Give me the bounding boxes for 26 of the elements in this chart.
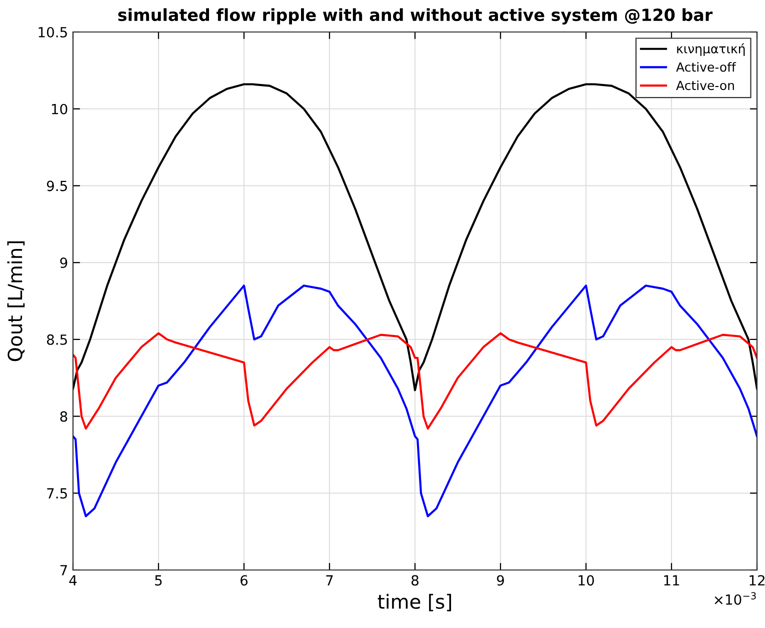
- chart-title: simulated flow ripple with and without active system @120 bar: [118, 8, 713, 24]
- line-series: [73, 284, 757, 518]
- y-tick-label: 9.5: [46, 180, 67, 192]
- x-tick-label: 10: [578, 575, 594, 586]
- y-tick-label: 10: [52, 104, 68, 114]
- x-tick-label: 8: [412, 575, 418, 586]
- x-tick-label: 4: [69, 575, 77, 586]
- x-tick-label: 9: [496, 575, 504, 586]
- legend-label: Active-off: [676, 62, 736, 72]
- y-tick-label: 8: [60, 411, 68, 422]
- y-tick-label: 8.5: [46, 334, 67, 345]
- x-tick-label: 11: [664, 575, 680, 586]
- y-tick-label: 9: [60, 258, 68, 268]
- y-tick-label: 7.5: [47, 488, 67, 499]
- text: ×10$^{−3}$: [714, 592, 756, 605]
- x-tick-label: 7: [326, 575, 333, 586]
- line-series: [73, 332, 757, 430]
- x-axis-title: time [s]: [378, 594, 452, 612]
- y-axis-title: Qout [L/min]: [7, 241, 25, 362]
- y-tick-label: 7: [60, 565, 67, 576]
- x-tick-label: 6: [240, 575, 248, 586]
- y-tick-label: 10.5: [38, 26, 67, 38]
- legend-label: κινηματική: [677, 43, 745, 56]
- x-tick-label: 12: [750, 575, 764, 586]
- legend-label: Active-on: [676, 80, 734, 90]
- x-tick-label: 5: [155, 575, 162, 586]
